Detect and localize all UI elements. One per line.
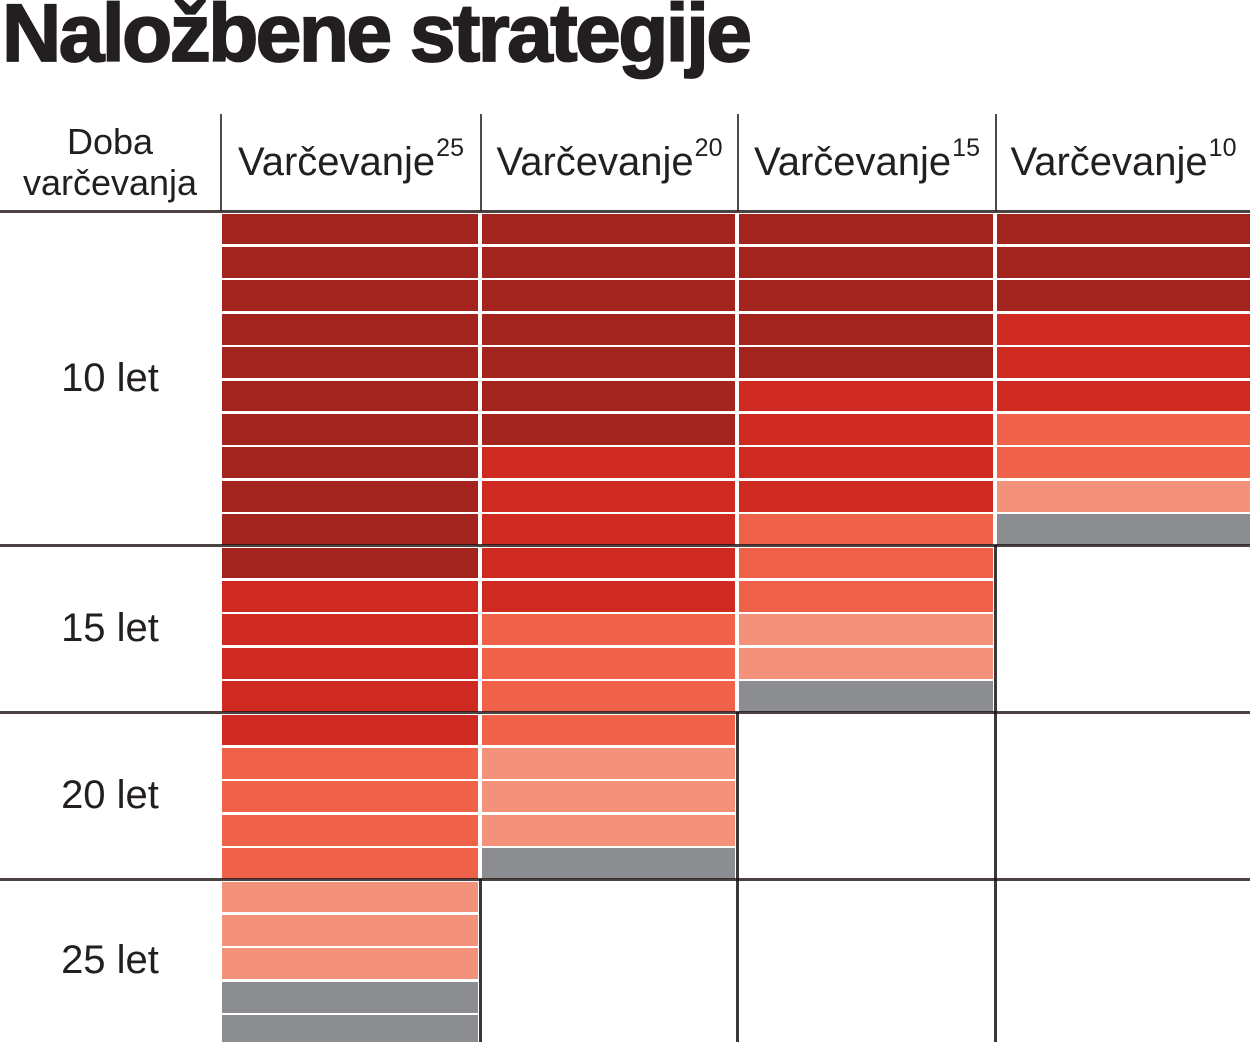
strategy-bar <box>739 213 993 245</box>
strategy-column-varcevanje-15 <box>739 211 993 1042</box>
strategy-bar <box>222 514 478 545</box>
strategy-bar <box>222 981 478 1013</box>
strategy-bar <box>222 280 478 312</box>
strategy-bar <box>997 413 1250 445</box>
section-divider-line <box>0 711 1250 714</box>
strategy-bar <box>997 246 1250 278</box>
strategy-bar <box>739 413 993 445</box>
strategy-bar <box>482 714 735 746</box>
strategy-bar <box>482 280 735 312</box>
strategy-bar <box>482 313 735 345</box>
strategy-bar <box>482 848 735 879</box>
strategy-bar <box>482 781 735 813</box>
strategy-bar <box>222 413 478 445</box>
row-label-15-let: 15 let <box>61 606 159 650</box>
column-divider-line <box>479 879 482 1042</box>
strategy-bar <box>739 347 993 378</box>
strategy-bar <box>482 747 735 779</box>
strategy-bar <box>222 213 478 245</box>
strategy-bar <box>739 480 993 512</box>
strategy-bar <box>482 514 735 545</box>
strategy-bar <box>222 914 478 946</box>
page-title: Naložbene strategije <box>1 0 753 79</box>
strategy-bar <box>997 380 1250 412</box>
column-header-varcevanje-15: Varčevanje 15 <box>737 114 995 211</box>
strategy-bar <box>222 714 478 746</box>
strategy-bar <box>222 547 478 579</box>
strategy-bar <box>997 313 1250 345</box>
strategy-bar <box>997 480 1250 512</box>
strategy-bar <box>482 614 735 646</box>
column-header-label: Varčevanje <box>1010 140 1208 184</box>
strategy-bar <box>222 681 478 712</box>
strategy-bar <box>482 547 735 579</box>
column-header-varcevanje-20: Varčevanje 20 <box>480 114 737 211</box>
strategy-bar <box>482 380 735 412</box>
strategy-bar <box>222 380 478 412</box>
section-divider-line <box>0 878 1250 881</box>
strategy-bar <box>222 614 478 646</box>
strategy-bar <box>222 480 478 512</box>
strategy-bar <box>739 313 993 345</box>
strategy-bar <box>739 614 993 646</box>
strategy-bar <box>482 213 735 245</box>
column-divider-line <box>736 712 739 1042</box>
strategy-bar <box>997 447 1250 479</box>
strategy-bar <box>222 747 478 779</box>
strategy-bar <box>222 313 478 345</box>
row-label-20-let: 20 let <box>61 773 159 817</box>
header-divider-line <box>219 114 222 211</box>
strategy-bar <box>739 547 993 579</box>
strategy-column-varcevanje-10 <box>997 211 1250 1042</box>
strategy-bar <box>997 213 1250 245</box>
column-divider-line <box>994 545 997 1042</box>
strategy-bar <box>739 580 993 612</box>
strategy-bar <box>222 246 478 278</box>
strategy-bar <box>222 580 478 612</box>
strategy-bar <box>222 347 478 378</box>
strategy-bar <box>739 246 993 278</box>
strategy-bar <box>222 447 478 479</box>
column-header-label: Varčevanje <box>754 140 952 184</box>
section-divider-line <box>0 210 1250 213</box>
strategy-bar <box>482 347 735 378</box>
strategy-bar <box>482 681 735 712</box>
strategy-bar <box>222 814 478 846</box>
row-axis-header-line2: varčevanja <box>22 161 198 203</box>
strategy-bar <box>482 480 735 512</box>
row-axis-header-line1: Doba <box>66 121 154 163</box>
strategy-bar <box>222 948 478 980</box>
strategy-bar <box>482 413 735 445</box>
section-divider-line <box>0 544 1250 547</box>
strategy-bar <box>482 647 735 679</box>
strategy-bar <box>997 514 1250 545</box>
row-label-10-let: 10 let <box>61 355 159 400</box>
strategy-column-varcevanje-20 <box>482 211 735 1042</box>
strategy-bar <box>222 647 478 679</box>
strategy-bar <box>739 447 993 479</box>
column-header-label: Varčevanje <box>496 140 694 184</box>
strategy-bar <box>739 681 993 712</box>
strategy-bar <box>482 447 735 479</box>
strategy-bar <box>739 514 993 545</box>
strategy-bar <box>222 881 478 913</box>
strategy-bar <box>222 781 478 813</box>
strategy-bar <box>222 1015 478 1042</box>
column-header-varcevanje-25: Varčevanje 25 <box>220 114 480 211</box>
row-label-25-let: 25 let <box>61 938 159 982</box>
strategy-bar <box>739 380 993 412</box>
strategy-column-varcevanje-25 <box>222 211 478 1042</box>
row-axis-header: Doba varčevanja <box>0 114 220 211</box>
strategy-bar <box>997 280 1250 312</box>
strategy-bar <box>482 246 735 278</box>
strategy-bar <box>482 814 735 846</box>
strategy-bar <box>997 347 1250 378</box>
column-header-label: Varčevanje <box>238 140 436 184</box>
column-header-varcevanje-10: Varčevanje 10 <box>995 114 1250 211</box>
strategy-bar <box>739 280 993 312</box>
strategy-bar <box>482 580 735 612</box>
strategy-bar <box>222 848 478 879</box>
strategy-bar <box>739 647 993 679</box>
